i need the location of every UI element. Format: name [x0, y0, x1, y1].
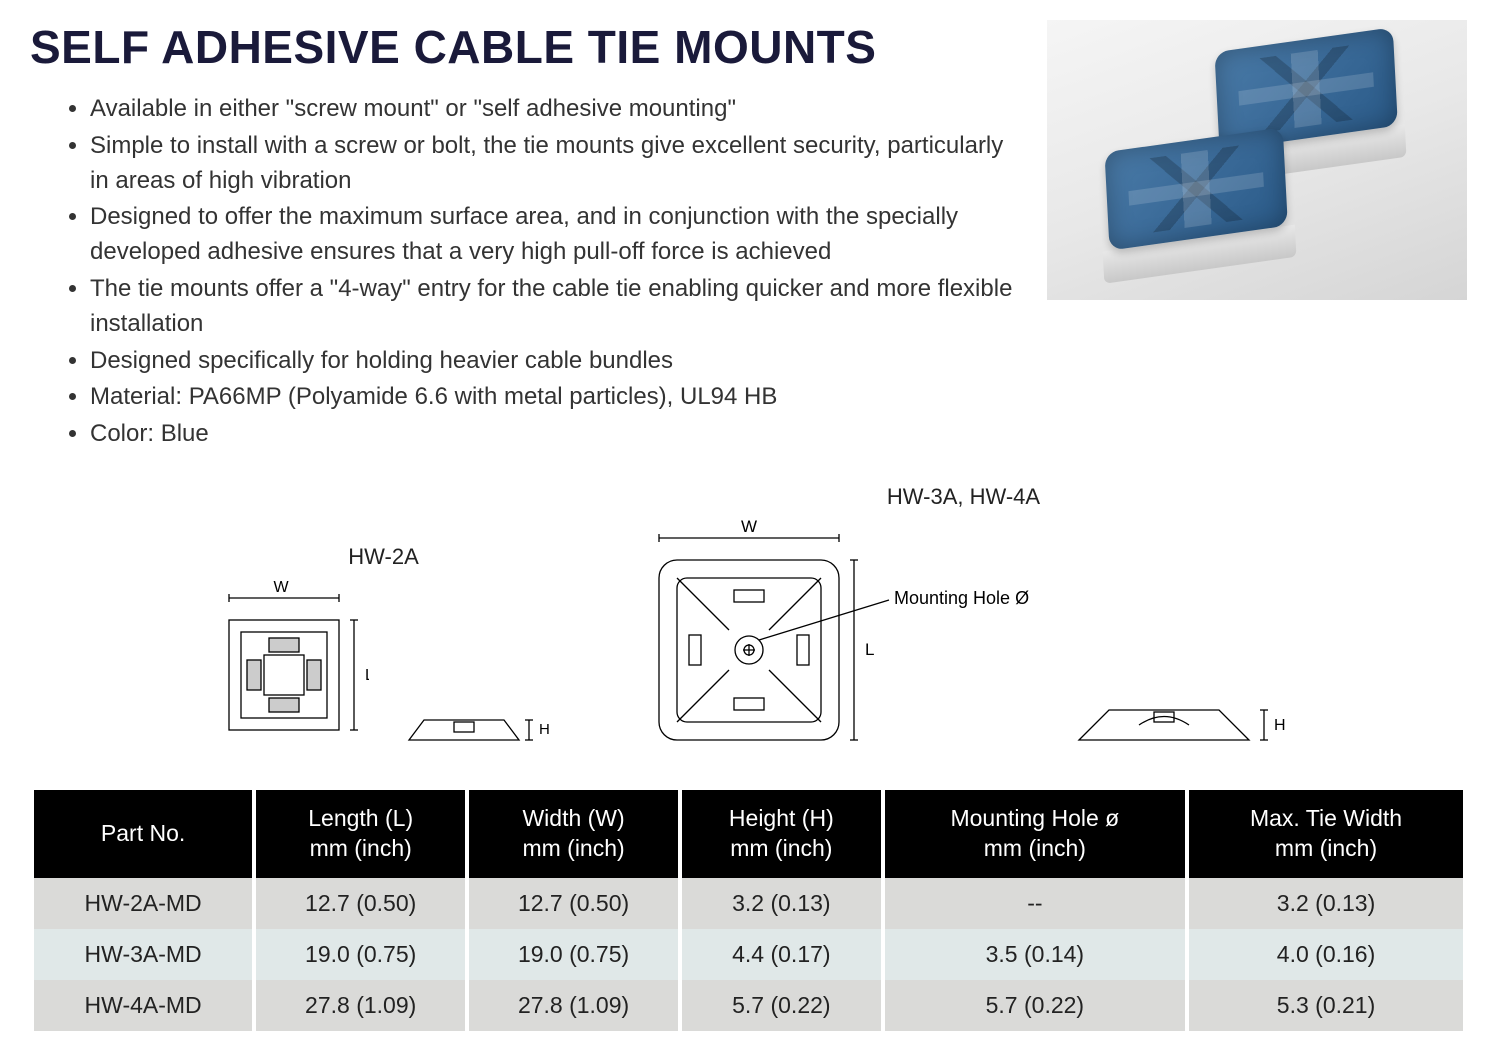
col-header: Max. Tie Widthmm (inch): [1189, 790, 1463, 878]
svg-text:W: W: [740, 520, 756, 536]
col-header: Part No.: [34, 790, 252, 878]
cell: 4.0 (0.16): [1189, 929, 1463, 980]
mount-illustration-icon: [1104, 127, 1289, 282]
table-row: HW-3A-MD 19.0 (0.75) 19.0 (0.75) 4.4 (0.…: [34, 929, 1463, 980]
col-header: Width (W)mm (inch): [469, 790, 678, 878]
feature-list: Available in either "screw mount" or "se…: [30, 92, 1017, 452]
svg-text:W: W: [273, 580, 289, 596]
cell: 12.7 (0.50): [469, 878, 678, 929]
col-header: Height (H)mm (inch): [682, 790, 881, 878]
cell: 27.8 (1.09): [256, 980, 465, 1031]
top-view-icon: W Mounting Hole Ø L: [639, 520, 1039, 760]
list-item: Designed specifically for holding heavie…: [90, 344, 1017, 379]
cell: 19.0 (0.75): [469, 929, 678, 980]
header-row: SELF ADHESIVE CABLE TIE MOUNTS Available…: [30, 20, 1467, 454]
cell: HW-3A-MD: [34, 929, 252, 980]
page-title: SELF ADHESIVE CABLE TIE MOUNTS: [30, 20, 1017, 74]
diagram-label: HW-2A: [209, 544, 559, 570]
cell: 19.0 (0.75): [256, 929, 465, 980]
list-item: Designed to offer the maximum surface ar…: [90, 200, 1017, 270]
cell: 4.4 (0.17): [682, 929, 881, 980]
list-item: Simple to install with a screw or bolt, …: [90, 129, 1017, 199]
diagrams-section: HW-2A W L: [30, 484, 1467, 760]
diagram-hw-2a: HW-2A W L: [209, 544, 559, 760]
top-view-icon: W L: [209, 580, 369, 760]
table-row: HW-2A-MD 12.7 (0.50) 12.7 (0.50) 3.2 (0.…: [34, 878, 1463, 929]
cell: HW-2A-MD: [34, 878, 252, 929]
list-item: Material: PA66MP (Polyamide 6.6 with met…: [90, 380, 1017, 415]
cell: 5.3 (0.21): [1189, 980, 1463, 1031]
cell: 5.7 (0.22): [682, 980, 881, 1031]
spec-table: Part No. Length (L)mm (inch) Width (W)mm…: [30, 790, 1467, 1031]
text-column: SELF ADHESIVE CABLE TIE MOUNTS Available…: [30, 20, 1017, 454]
svg-text:L: L: [365, 667, 369, 684]
side-view-icon: H: [1069, 690, 1289, 760]
cell: 27.8 (1.09): [469, 980, 678, 1031]
col-header: Length (L)mm (inch): [256, 790, 465, 878]
cell: 12.7 (0.50): [256, 878, 465, 929]
cell: 3.2 (0.13): [1189, 878, 1463, 929]
side-view-icon: H: [399, 700, 559, 760]
svg-text:H: H: [539, 721, 550, 738]
table-header: Part No. Length (L)mm (inch) Width (W)mm…: [34, 790, 1463, 878]
list-item: Color: Blue: [90, 417, 1017, 452]
cell: 3.5 (0.14): [885, 929, 1185, 980]
cell: 3.2 (0.13): [682, 878, 881, 929]
diagram-hw-3a-4a: HW-3A, HW-4A W: [639, 484, 1289, 760]
svg-text:Mounting Hole Ø: Mounting Hole Ø: [894, 588, 1029, 608]
col-header: Mounting Hole ømm (inch): [885, 790, 1185, 878]
svg-text:L: L: [865, 640, 874, 659]
product-photo: [1047, 20, 1467, 300]
cell: HW-4A-MD: [34, 980, 252, 1031]
list-item: Available in either "screw mount" or "se…: [90, 92, 1017, 127]
table-row: HW-4A-MD 27.8 (1.09) 27.8 (1.09) 5.7 (0.…: [34, 980, 1463, 1031]
cell: --: [885, 878, 1185, 929]
cell: 5.7 (0.22): [885, 980, 1185, 1031]
list-item: The tie mounts offer a "4-way" entry for…: [90, 272, 1017, 342]
diagram-label: HW-3A, HW-4A: [639, 484, 1289, 510]
svg-text:H: H: [1274, 717, 1286, 734]
